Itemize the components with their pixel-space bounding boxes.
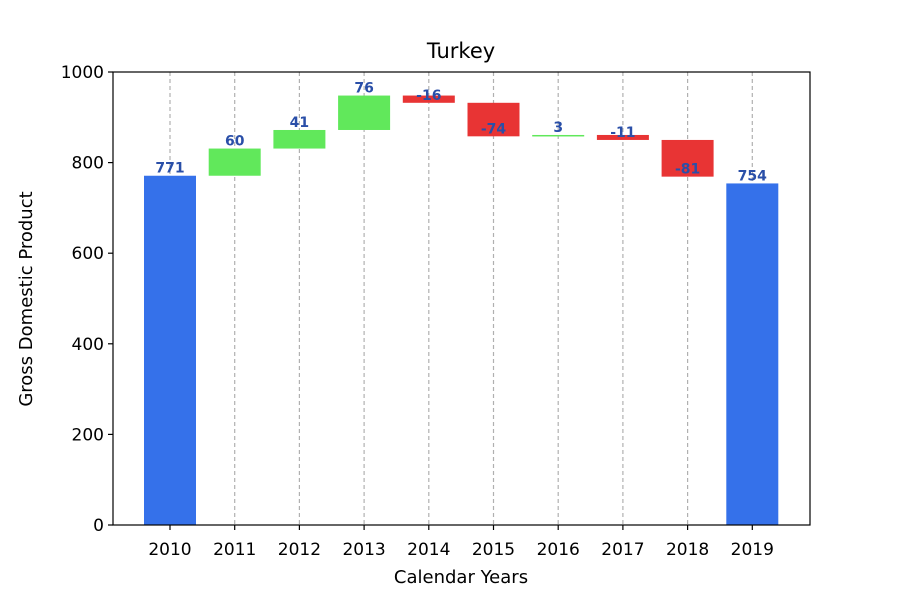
data-label-2013: 76: [354, 81, 373, 97]
data-label-2011: 60: [225, 134, 245, 150]
data-label-2015: -74: [481, 121, 507, 137]
x-tick-label-2019: 2019: [731, 540, 774, 560]
x-tick-label-2012: 2012: [278, 540, 321, 560]
y-tick-label-1000: 1000: [61, 63, 104, 83]
bar-2014: [402, 95, 455, 103]
data-label-2018: -81: [675, 162, 700, 178]
chart-title: Turkey: [426, 39, 495, 63]
y-tick-label-400: 400: [72, 335, 104, 355]
bar-2011: [208, 148, 261, 176]
bar-2012: [273, 129, 326, 149]
y-tick-label-800: 800: [72, 154, 104, 174]
data-label-2016: 3: [553, 120, 563, 136]
plot-frame: [112, 71, 811, 526]
bar-2013: [338, 95, 391, 130]
x-axis-ticks: 2010 2011 2012 2013 2014 2015 2016 2017 2018 2019: [148, 525, 774, 560]
x-tick-label-2015: 2015: [472, 540, 515, 560]
bars: [144, 95, 779, 526]
bar-2015: [467, 102, 520, 137]
y-axis-ticks: 0 200 400 600 800 1000: [61, 63, 113, 536]
data-labels: 771 60 41 76 -16 -74 3 -11 -81 754: [155, 81, 767, 185]
data-label-2017: -11: [610, 125, 635, 141]
bar-2018: [661, 139, 714, 177]
y-tick-label-600: 600: [72, 244, 104, 264]
bar-2016: [532, 134, 585, 137]
x-tick-label-2016: 2016: [537, 540, 580, 560]
y-axis-label: Gross Domestic Product: [16, 191, 37, 406]
data-label-2012: 41: [290, 115, 309, 131]
x-tick-label-2014: 2014: [407, 540, 450, 560]
x-tick-label-2010: 2010: [148, 540, 191, 560]
x-axis-label: Calendar Years: [394, 567, 528, 588]
data-label-2019: 754: [738, 168, 767, 184]
x-tick-label-2017: 2017: [601, 540, 644, 560]
bar-2019: [726, 183, 779, 526]
data-label-2010: 771: [155, 161, 184, 177]
bar-2017: [596, 134, 649, 140]
bar-2010: [144, 175, 196, 525]
x-tick-label-2018: 2018: [666, 540, 709, 560]
y-tick-label-200: 200: [72, 425, 104, 445]
x-tick-label-2011: 2011: [213, 540, 256, 560]
data-label-2014: -16: [416, 88, 441, 104]
y-tick-label-0: 0: [93, 516, 104, 536]
x-tick-label-2013: 2013: [342, 540, 385, 560]
